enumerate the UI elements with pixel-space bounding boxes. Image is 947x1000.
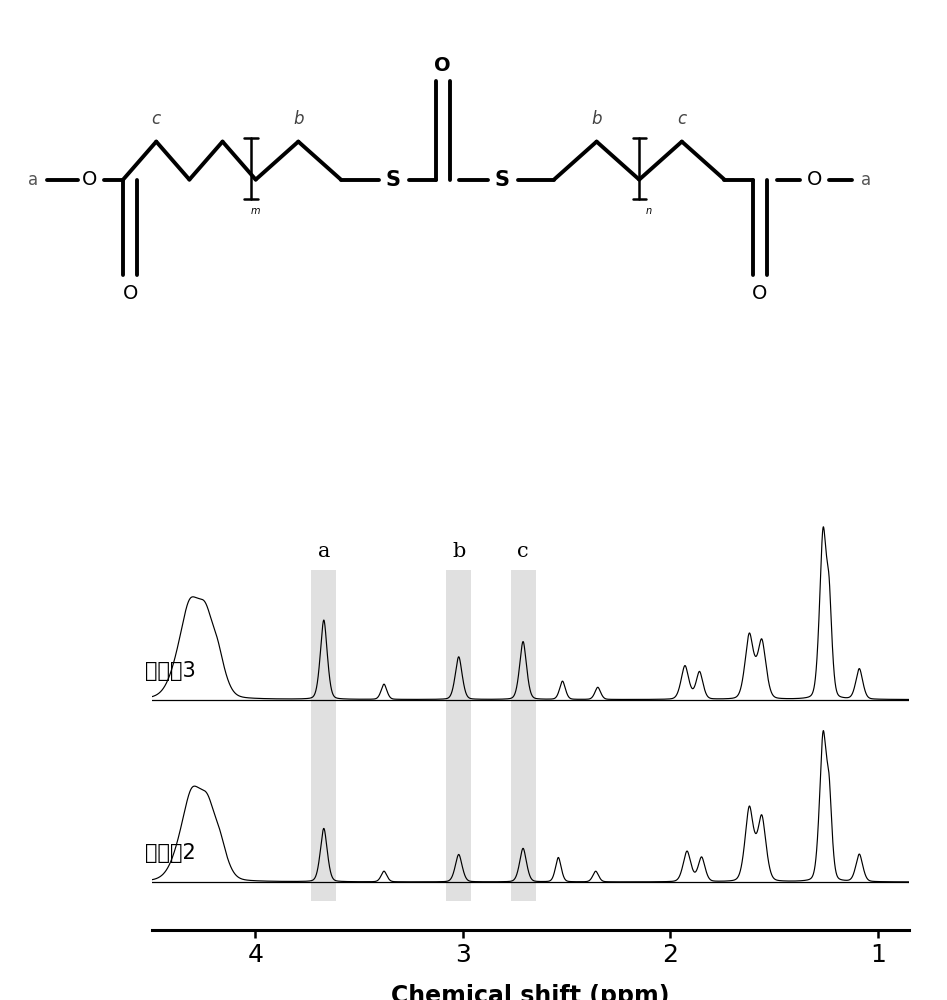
Text: $_n$: $_n$: [645, 203, 652, 217]
Text: c: c: [152, 110, 161, 128]
Text: a: a: [317, 542, 330, 561]
Text: b: b: [293, 110, 304, 128]
Text: S: S: [385, 170, 401, 190]
Bar: [510, 570, 535, 901]
Text: O: O: [807, 170, 822, 189]
Text: 实施例2: 实施例2: [145, 843, 196, 863]
Text: O: O: [122, 284, 138, 303]
Bar: [312, 570, 336, 901]
Text: c: c: [517, 542, 528, 561]
Text: b: b: [591, 110, 602, 128]
Text: O: O: [435, 56, 451, 75]
Text: a: a: [862, 171, 871, 189]
Text: S: S: [494, 170, 509, 190]
Text: $_m$: $_m$: [250, 203, 261, 217]
Text: O: O: [752, 284, 768, 303]
Text: c: c: [677, 110, 687, 128]
X-axis label: Chemical shift (ppm): Chemical shift (ppm): [391, 984, 670, 1000]
Text: b: b: [452, 542, 465, 561]
Bar: [446, 570, 472, 901]
Text: 实施例3: 实施例3: [145, 661, 196, 681]
Text: O: O: [82, 170, 98, 189]
Text: a: a: [28, 171, 38, 189]
